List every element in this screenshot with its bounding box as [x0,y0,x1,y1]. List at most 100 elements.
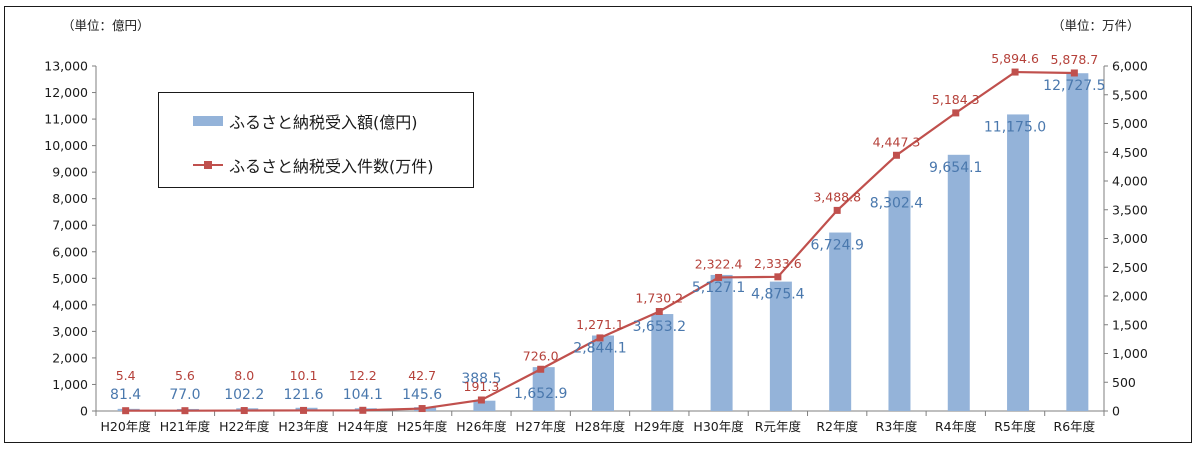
right-tick-label: 3,500 [1112,202,1148,217]
category-label: H30年度 [693,419,744,434]
category-label: H28年度 [575,419,626,434]
line-value-label: 726.0 [523,348,559,363]
legend: ふるさと納税受入額(億円) ふるさと納税受入件数(万件) [158,92,474,188]
category-label: R3年度 [876,419,918,434]
bar [651,314,674,411]
legend-bar-swatch [193,116,223,126]
bar-value-label: 8,302.4 [870,196,924,212]
legend-item-amount: ふるさと納税受入額(億円) [159,109,418,133]
right-axis-unit: （単位：万件） [1052,18,1140,33]
line-value-label: 42.7 [408,368,436,383]
bar-value-label: 102.2 [224,387,264,403]
category-label: H23年度 [278,419,329,434]
line-value-label: 1,730.2 [635,291,683,306]
right-tick-label: 4,500 [1112,145,1148,160]
bar [592,335,614,411]
right-tick-label: 1,000 [1112,346,1148,361]
line-value-label: 3,488.8 [813,189,861,204]
left-tick-label: 0 [80,404,88,419]
category-label: H22年度 [219,419,270,434]
legend-bar-label: ふるさと納税受入額(億円) [229,113,418,132]
bar-value-label: 388.5 [461,371,501,387]
category-label: R元年度 [755,419,802,434]
bar [473,400,496,411]
line-value-label: 191.3 [464,379,500,394]
bar-value-label: 3,653.2 [633,319,686,335]
bar-value-label: 145.6 [402,387,442,403]
category-label: H26年度 [456,419,507,434]
bar-value-label: 121.6 [283,387,323,403]
right-tick-label: 4,000 [1112,174,1148,189]
bar [1007,114,1030,412]
left-tick-label: 9,000 [52,165,88,180]
line-point [833,206,841,214]
line-point [715,273,723,281]
bar [947,154,970,411]
line-point [892,151,900,159]
line-point [1070,69,1078,77]
bar [888,190,911,411]
line-value-label: 12.2 [349,368,377,383]
line-value-label: 5,894.6 [991,51,1039,66]
line-point [122,407,130,415]
bar [532,367,555,411]
left-tick-label: 3,000 [52,324,88,339]
line-value-label: 4,447.3 [873,134,921,149]
category-label: R4年度 [935,419,977,434]
category-label: H29年度 [634,419,685,434]
line-point [952,109,960,117]
line-point [537,365,545,373]
bar [710,274,733,411]
left-tick-label: 7,000 [52,218,88,233]
right-tick-label: 6,000 [1112,59,1148,74]
line-point [655,308,663,316]
bar [769,281,792,411]
category-label: R6年度 [1054,419,1096,434]
bar-value-label: 6,724.9 [810,238,863,254]
bar [1066,73,1089,412]
left-axis-unit: （単位：億円） [62,18,150,33]
left-tick-label: 8,000 [52,191,88,206]
data-labels: 81.4 77.0 102.2 121.6 104.1 145.6 388.5 1,652.9… [110,51,1105,403]
right-tick-label: 1,500 [1112,317,1148,332]
line-point [774,273,782,281]
bar-value-label: 12,727.5 [1043,78,1105,94]
bar-value-label: 1,652.9 [514,386,567,402]
left-tick-label: 4,000 [52,297,88,312]
left-tick-label: 2,000 [52,350,88,365]
category-label: H20年度 [100,419,151,434]
right-tick-label: 0 [1112,404,1120,419]
line-value-label: 5,878.7 [1050,52,1098,67]
bar [829,232,852,411]
bar-value-label: 2,844.1 [573,341,626,357]
left-tick-label: 11,000 [44,112,88,127]
category-label: H24年度 [338,419,389,434]
legend-item-count: ふるさと納税受入件数(万件) [159,153,434,177]
left-tick-label: 13,000 [44,59,88,74]
left-tick-label: 10,000 [44,138,88,153]
bar-value-label: 4,875.4 [751,287,805,303]
right-tick-label: 5,500 [1112,87,1148,102]
legend-line-swatch [193,160,223,170]
left-tick-label: 6,000 [52,244,88,259]
line-value-label: 1,271.1 [576,317,624,332]
legend-line-label: ふるさと納税受入件数(万件) [229,157,434,176]
left-tick-label: 1,000 [52,377,88,392]
line-series [122,68,1078,415]
bar-value-label: 5,127.1 [692,280,745,296]
line-point [240,407,248,415]
right-tick-label: 5,000 [1112,116,1148,131]
bar-value-label: 104.1 [343,387,383,403]
line-point [181,407,189,415]
category-label: H27年度 [516,419,567,434]
line-value-label: 5.6 [175,368,195,383]
line-point [477,396,485,404]
left-tick-label: 5,000 [52,271,88,286]
line-value-label: 8.0 [234,368,254,383]
right-tick-label: 2,000 [1112,289,1148,304]
category-label: R2年度 [816,419,858,434]
bar-value-label: 9,654.1 [929,160,982,176]
right-tick-label: 3,000 [1112,231,1148,246]
line-value-label: 2,333.6 [754,256,802,271]
